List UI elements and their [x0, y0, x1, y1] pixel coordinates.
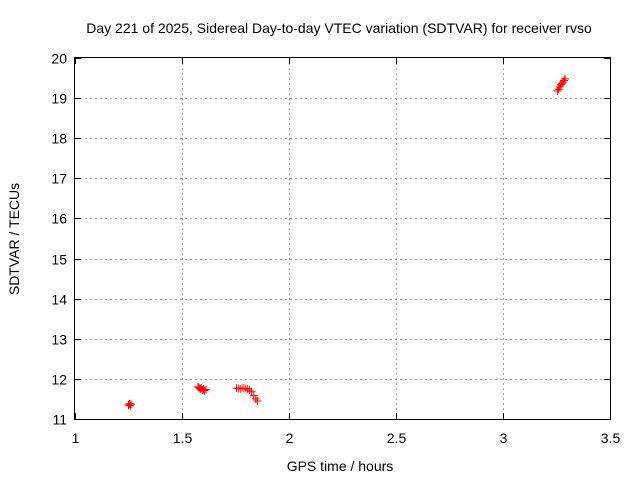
- data-point: [245, 386, 254, 395]
- y-tick-label: 19: [51, 91, 67, 107]
- x-axis-label: GPS time / hours: [287, 458, 394, 474]
- data-point: [126, 401, 135, 410]
- y-tick-label: 14: [51, 292, 67, 308]
- y-tick-label: 20: [51, 51, 67, 67]
- data-point: [555, 82, 564, 91]
- data-point: [557, 79, 566, 88]
- y-tick-label: 13: [51, 332, 67, 348]
- data-point: [247, 387, 256, 396]
- data-point: [553, 86, 562, 95]
- plot-frame: [74, 57, 611, 420]
- x-tick-label: 1.5: [173, 430, 193, 446]
- y-axis-label: SDTVAR / TECUs: [6, 183, 22, 295]
- y-tick-label: 16: [51, 211, 67, 227]
- data-point: [127, 400, 136, 409]
- x-tick-label: 2.5: [387, 430, 407, 446]
- data-points: [124, 74, 570, 410]
- data-point: [194, 382, 203, 391]
- data-point: [249, 391, 258, 400]
- grid: [75, 58, 610, 419]
- data-point: [561, 74, 570, 83]
- axis-ticks: 1 1.5 2 2.5 3 3.5 11 12 13 14 15 16 17 18 19 20: [51, 51, 620, 447]
- chart-title: Day 221 of 2025, Sidereal Day-to-day VTE…: [86, 20, 592, 36]
- data-point: [558, 78, 567, 87]
- data-point: [200, 386, 209, 395]
- data-point: [243, 384, 252, 393]
- data-point: [201, 385, 210, 394]
- data-point: [251, 394, 260, 403]
- data-point: [559, 76, 568, 85]
- y-tick-label: 18: [51, 131, 67, 147]
- y-tick-label: 12: [51, 372, 67, 388]
- x-tick-label: 3: [500, 430, 508, 446]
- data-point: [253, 396, 262, 405]
- x-tick-label: 2: [286, 430, 294, 446]
- y-tick-label: 17: [51, 171, 67, 187]
- y-tick-label: 15: [51, 252, 67, 268]
- x-tick-label: 3.5: [601, 430, 621, 446]
- x-tick-label: 1: [72, 430, 80, 446]
- y-tick-label: 11: [52, 412, 67, 428]
